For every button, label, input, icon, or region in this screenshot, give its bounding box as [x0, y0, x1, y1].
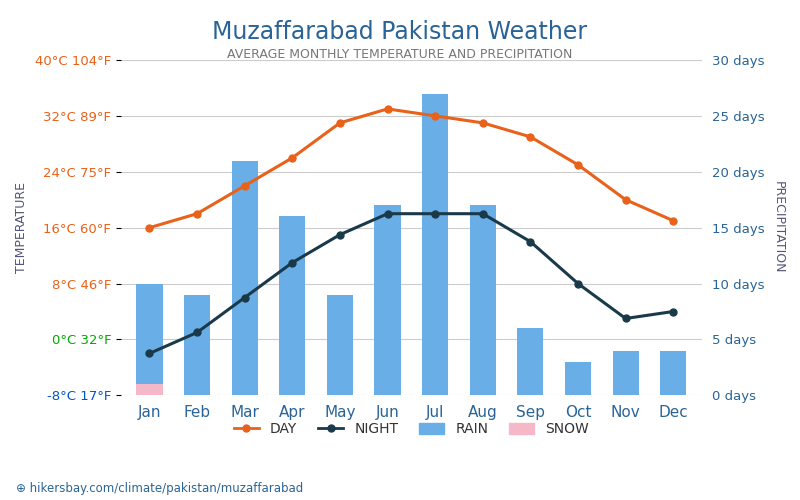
Bar: [660, 350, 686, 396]
Y-axis label: TEMPERATURE: TEMPERATURE: [15, 182, 28, 273]
Bar: [136, 284, 162, 396]
Bar: [565, 362, 591, 396]
Bar: [279, 216, 306, 396]
Text: AVERAGE MONTHLY TEMPERATURE AND PRECIPITATION: AVERAGE MONTHLY TEMPERATURE AND PRECIPIT…: [227, 48, 573, 60]
Bar: [422, 94, 448, 396]
Text: Muzaffarabad Pakistan Weather: Muzaffarabad Pakistan Weather: [213, 20, 587, 44]
Legend: DAY, NIGHT, RAIN, SNOW: DAY, NIGHT, RAIN, SNOW: [228, 417, 594, 442]
Bar: [136, 384, 162, 396]
Bar: [232, 160, 258, 396]
Bar: [184, 294, 210, 396]
Text: ⊕ hikersbay.com/climate/pakistan/muzaffarabad: ⊕ hikersbay.com/climate/pakistan/muzaffa…: [16, 482, 303, 495]
Bar: [518, 328, 543, 396]
Bar: [327, 294, 353, 396]
Bar: [374, 206, 401, 396]
Bar: [470, 206, 496, 396]
Y-axis label: PRECIPITATION: PRECIPITATION: [772, 182, 785, 274]
Bar: [613, 350, 638, 396]
